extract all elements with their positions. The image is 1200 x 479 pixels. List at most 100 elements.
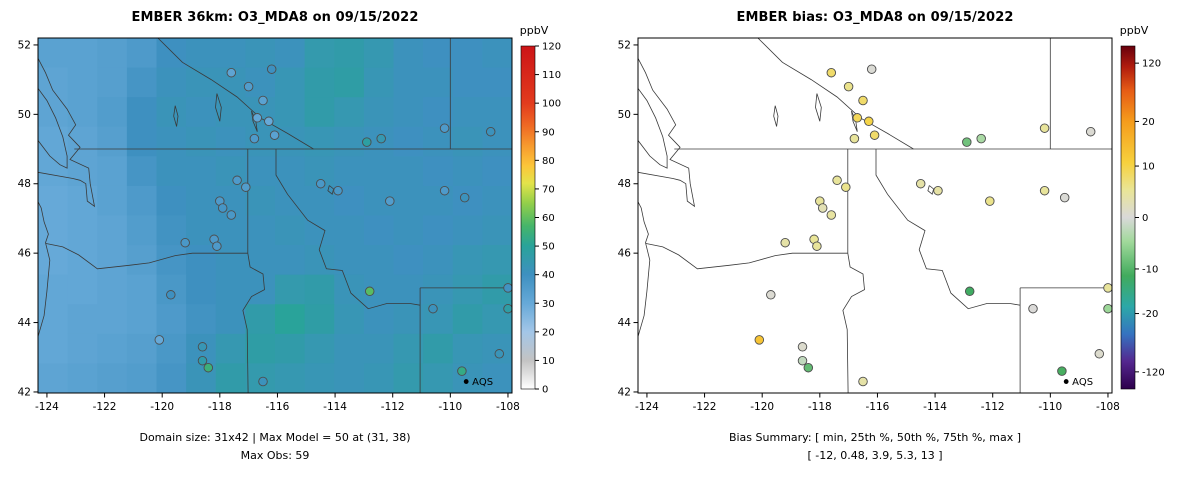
boundary-line (645, 243, 848, 270)
raster-cell (215, 274, 246, 305)
x-tick-label: -110 (438, 401, 462, 413)
raster-cell (393, 215, 424, 246)
raster-cell (363, 38, 394, 69)
colorbar-tick-label: -120 (1142, 367, 1165, 378)
aqs-marker-dot (463, 379, 469, 384)
station-point (843, 81, 854, 92)
station-point (428, 303, 438, 314)
colorbar-gradient (1120, 45, 1136, 390)
station-point (264, 116, 274, 127)
raster-cell (245, 156, 276, 187)
station-point (385, 196, 395, 206)
station-point (232, 175, 242, 186)
station-point (439, 123, 450, 133)
x-tick-label: -122 (93, 401, 117, 413)
colorbar-tick-label: -10 (1142, 264, 1158, 275)
boundary-line (757, 38, 914, 150)
raster-cell (97, 97, 128, 128)
colorbar-tick-label: 90 (542, 127, 555, 138)
station-point (964, 286, 975, 297)
station-point (217, 203, 228, 213)
x-tick-label: -110 (1038, 401, 1062, 413)
axes: -124 -122 -120 -118 -116 -114 -112 -110 -108 42 44… (618, 39, 1120, 413)
y-tick-label: 46 (18, 248, 32, 260)
y-tick-label: 48 (618, 178, 631, 190)
raster-cell (275, 67, 306, 98)
raster-cell (304, 126, 335, 157)
station-point (503, 283, 512, 293)
raster-cell (126, 38, 157, 69)
raster-cell (482, 67, 512, 98)
y-tick-label: 46 (618, 248, 632, 260)
station-point (1103, 283, 1112, 293)
panel-bias-footer-1: Bias Summary: [ min, 25th %, 50th %, 75t… (728, 431, 1022, 444)
x-tick-label: -108 (1096, 401, 1120, 413)
station-point (803, 362, 814, 373)
panel-model-footer-2: Max Obs: 59 (240, 449, 310, 462)
raster-cell (215, 97, 246, 128)
station-point (203, 362, 214, 373)
raster-cell (363, 156, 394, 187)
raster-cell (67, 245, 98, 276)
x-tick-label: -112 (381, 401, 405, 413)
colorbar-tick-label: 20 (1142, 117, 1155, 128)
raster-cell (38, 67, 69, 98)
raster-cell (275, 215, 306, 246)
panel-bias-title: EMBER bias: O3_MDA8 on 09/15/2022 (736, 10, 1014, 25)
station-points (154, 64, 512, 387)
raster-cell (186, 97, 217, 128)
raster-cell (67, 67, 98, 98)
raster-cell (452, 245, 483, 276)
aqs-marker-label: AQS (1072, 377, 1093, 388)
colorbar-tick-label: 120 (542, 42, 561, 53)
raster-cell (126, 304, 157, 335)
raster-cell (156, 274, 187, 305)
raster-cell (304, 363, 335, 393)
raster-cell (67, 333, 98, 364)
raster-cell (363, 67, 394, 98)
raster-cell (482, 38, 512, 69)
raster-cell (275, 97, 306, 128)
y-tick-label: 48 (18, 178, 31, 190)
raster-cell (245, 304, 276, 335)
station-point (858, 376, 868, 387)
station-point (376, 133, 386, 144)
colorbar-tick-label: 20 (542, 327, 555, 338)
boundary-line (45, 243, 248, 270)
y-tick-label: 44 (18, 317, 32, 329)
raster-cell (126, 215, 157, 246)
raster-cell (393, 304, 424, 335)
station-point (1039, 185, 1050, 196)
raster-cell (245, 333, 276, 364)
map-boundaries (38, 38, 512, 393)
colorbar-tick-label: 10 (542, 356, 555, 367)
raster-cell (245, 215, 276, 246)
raster-cell (334, 245, 365, 276)
station-point (866, 64, 877, 74)
boundary-line (638, 88, 668, 169)
station-point (849, 133, 860, 144)
raster-cell (215, 126, 246, 157)
station-point (212, 241, 222, 251)
raster-cell (482, 333, 512, 364)
raster-cell (275, 304, 306, 335)
raster-cell (304, 185, 335, 216)
station-points (754, 64, 1112, 387)
raster-cell (156, 97, 187, 128)
plot-frame (37, 37, 513, 394)
raster-cell (393, 38, 424, 69)
station-point (258, 376, 268, 387)
station-point (154, 335, 165, 345)
station-point (812, 241, 822, 251)
panel-model-title: EMBER 36km: O3_MDA8 on 09/15/2022 (131, 10, 419, 25)
station-point (780, 237, 790, 248)
colorbar-tick-label: 50 (542, 242, 555, 253)
station-point (457, 366, 467, 376)
raster-cell (126, 67, 157, 98)
colorbar-tick-label: 100 (542, 99, 561, 110)
raster-cell (156, 245, 187, 276)
colorbar-tick-label: 80 (542, 156, 555, 167)
station-point (439, 185, 450, 196)
aqs-marker-dot (1063, 379, 1069, 384)
station-point (1057, 366, 1067, 376)
